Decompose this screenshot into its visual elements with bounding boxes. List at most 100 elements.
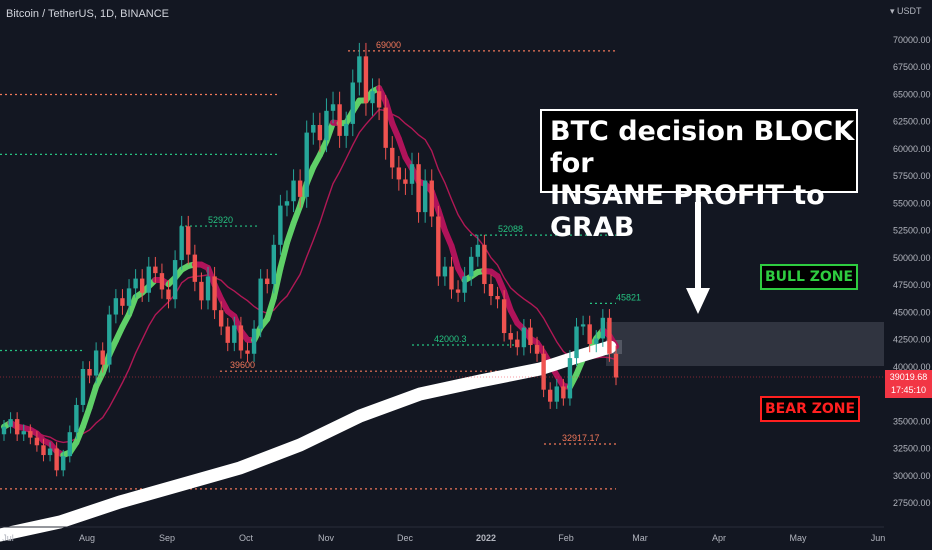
- candle-body: [159, 273, 165, 290]
- candle-body: [357, 56, 362, 83]
- candle-body: [587, 324, 592, 344]
- candle-body: [93, 350, 99, 376]
- candle-body: [278, 205, 283, 245]
- y-tick-label: 30000.00: [893, 471, 931, 481]
- unit-value: USDT: [897, 6, 922, 16]
- candle-body: [455, 289, 461, 293]
- x-tick-label: 2022: [476, 533, 496, 543]
- arrow-layer: [686, 202, 710, 314]
- candle-body: [561, 386, 566, 399]
- level-label: 52088: [498, 224, 523, 234]
- levels-layer: 69000 52920 52088 45821 42000.3 39600 32917.17: [0, 40, 641, 490]
- symbol-title: Bitcoin / TetherUS, 1D, BINANCE: [6, 8, 170, 20]
- candle-body: [245, 350, 250, 354]
- candle-body: [396, 167, 402, 180]
- fast-ma-segment: [382, 98, 396, 127]
- bull-zone-label: BULL ZONE: [760, 264, 859, 290]
- candle-body: [107, 314, 112, 365]
- candle-body: [534, 345, 540, 354]
- fast-ma-segment: [264, 294, 277, 323]
- y-tick-label: 42500.00: [893, 335, 931, 345]
- y-tick-label: 55000.00: [893, 198, 931, 208]
- x-tick-label: Oct: [239, 533, 254, 543]
- candle-body: [212, 276, 217, 311]
- candle-body: [74, 404, 79, 433]
- y-tick-label: 50000.00: [893, 253, 931, 263]
- candle-body: [429, 180, 434, 217]
- y-tick-label: 27500.00: [893, 498, 931, 508]
- candle-body: [61, 456, 66, 471]
- y-tick-label: 35000.00: [893, 416, 931, 426]
- candle-body: [442, 266, 448, 277]
- candle-body: [284, 201, 290, 206]
- x-tick-label: Jul: [2, 533, 14, 543]
- candle-body: [343, 123, 349, 136]
- bear-zone-label: BEAR ZONE: [760, 396, 861, 422]
- candle-body: [146, 266, 151, 293]
- y-axis: 27500.0030000.0032500.0035000.0037500.00…: [893, 35, 931, 508]
- candle-body: [120, 298, 125, 306]
- candle-body: [607, 317, 612, 354]
- candle-body: [528, 327, 533, 346]
- candle-body: [139, 278, 145, 293]
- candle-body: [34, 437, 40, 446]
- candle-body: [403, 179, 408, 184]
- long-term-ma-band: [0, 340, 617, 542]
- fast-ma-segment: [277, 239, 290, 272]
- callout-box: BTC decision BLOCK for INSANE PROFIT to …: [540, 109, 858, 243]
- fast-ma-segment: [126, 294, 139, 318]
- fast-ma-segment: [501, 288, 514, 314]
- x-tick-label: Jun: [871, 533, 886, 543]
- y-tick-label: 65000.00: [893, 89, 931, 99]
- candle-body: [126, 288, 132, 306]
- candle-body: [495, 296, 500, 300]
- level-label: 45821: [616, 292, 641, 302]
- candle-body: [422, 180, 428, 213]
- candle-body: [41, 445, 46, 456]
- candle-body: [153, 266, 158, 274]
- fast-ma-segment: [86, 383, 100, 411]
- candle-body: [297, 180, 303, 197]
- x-tick-label: May: [789, 533, 807, 543]
- candle-body: [14, 419, 20, 435]
- candle-body: [475, 244, 481, 257]
- candle-body: [225, 326, 230, 343]
- candle-body: [488, 284, 494, 297]
- candle-body: [363, 56, 369, 104]
- candle-body: [251, 328, 257, 354]
- level-label: 52920: [208, 215, 233, 225]
- candle-body: [370, 91, 375, 104]
- candle-body: [416, 164, 421, 213]
- candle-body: [172, 260, 178, 300]
- candle-body: [67, 432, 73, 457]
- unit-label: ▾ USDT: [890, 6, 922, 16]
- candle-body: [100, 350, 105, 365]
- candle-body: [80, 369, 86, 405]
- candle-body: [1, 426, 7, 435]
- candle-body: [218, 310, 224, 327]
- fast-ma-segment: [283, 220, 297, 246]
- y-tick-label: 67500.00: [893, 62, 931, 72]
- candle-body: [311, 124, 316, 133]
- candle-body: [205, 276, 211, 301]
- zone-layer: [606, 322, 884, 366]
- candles-layer: [1, 42, 619, 477]
- y-tick-label: 52500.00: [893, 226, 931, 236]
- candle-body: [258, 278, 263, 329]
- fast-ma-segment: [290, 202, 304, 227]
- candle-body: [330, 104, 336, 111]
- fast-ma-segment: [79, 404, 93, 430]
- candle-body: [462, 276, 467, 293]
- candle-body: [317, 124, 323, 141]
- candle-body: [580, 324, 586, 327]
- candle-body: [291, 180, 296, 202]
- level-label: 69000: [376, 40, 401, 50]
- candle-body: [594, 338, 599, 344]
- candle-body: [265, 278, 270, 285]
- candle-body: [547, 389, 553, 402]
- candle-body: [113, 298, 119, 315]
- candle-body: [376, 91, 382, 108]
- candle-body: [508, 333, 513, 340]
- candle-body: [469, 256, 474, 277]
- y-tick-label: 40000.00: [893, 362, 931, 372]
